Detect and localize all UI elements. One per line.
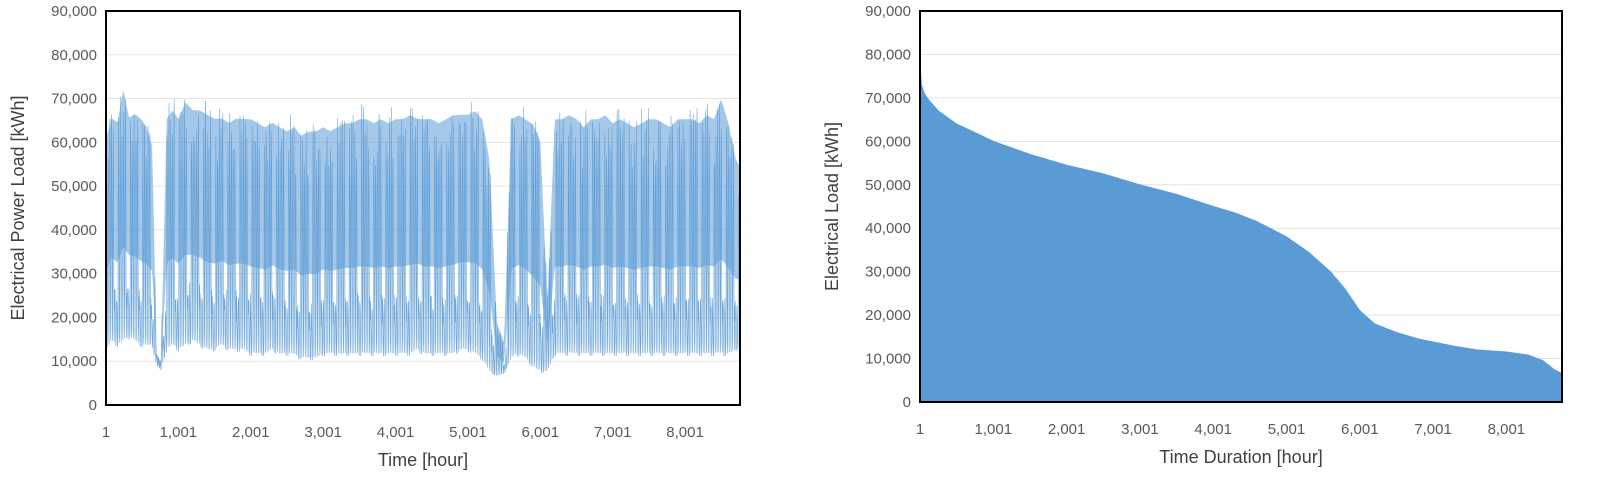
y-tick-label: 10,000 — [51, 353, 97, 370]
chart-load-duration: 0 10,000 20,000 30,000 40,000 50,000 60,000 70,… — [800, 0, 1606, 483]
x-tick-label: 6,001 — [522, 424, 560, 441]
x-tick-label: 4,001 — [377, 424, 415, 441]
y-tick-label: 90,000 — [51, 3, 97, 20]
y-tick-label: 80,000 — [865, 46, 911, 63]
y-tick-label: 50,000 — [865, 177, 911, 194]
y-tick-label: 20,000 — [51, 309, 97, 326]
y-tick-label: 10,000 — [865, 351, 911, 368]
y-tick-label: 90,000 — [865, 3, 911, 20]
chart-load-duration-svg: 0 10,000 20,000 30,000 40,000 50,000 60,000 70,… — [822, 3, 1563, 467]
y-tick-label: 60,000 — [51, 134, 97, 151]
x-axis-title: Time [hour] — [378, 450, 468, 470]
y-axis-title: Electrical Load [kWh] — [822, 122, 842, 291]
x-axis-title: Time Duration [hour] — [1159, 447, 1322, 467]
x-tick-label: 7,001 — [1414, 421, 1452, 438]
chart-time-series: 0 10,000 20,000 30,000 40,000 50,000 60,000 70,… — [0, 0, 760, 483]
load-series-line — [105, 96, 741, 376]
x-tick-label: 1,001 — [975, 421, 1013, 438]
x-tick-label: 3,001 — [1121, 421, 1159, 438]
load-series-group — [105, 90, 741, 376]
y-axis-title: Electrical Power Load [kWh] — [8, 95, 28, 320]
x-tick-label: 7,001 — [594, 424, 632, 441]
plot-frame — [105, 10, 741, 406]
chart-time-series-svg: 0 10,000 20,000 30,000 40,000 50,000 60,000 70,… — [8, 3, 741, 470]
plot-frame — [919, 10, 1563, 403]
y-tick-label: 0 — [903, 394, 911, 411]
x-tick-label: 5,001 — [1268, 421, 1306, 438]
y-tick-label: 40,000 — [51, 222, 97, 239]
y-tick-label: 40,000 — [865, 220, 911, 237]
y-tick-label: 20,000 — [865, 307, 911, 324]
y-tick-label: 80,000 — [51, 47, 97, 64]
x-tick-label: 1,001 — [160, 424, 198, 441]
y-tick-label: 0 — [89, 397, 97, 414]
y-tick-label: 70,000 — [865, 90, 911, 107]
x-tick-label: 6,001 — [1341, 421, 1379, 438]
y-tick-label: 30,000 — [865, 264, 911, 281]
x-tick-label: 2,001 — [1048, 421, 1086, 438]
y-tick-label: 50,000 — [51, 178, 97, 195]
x-tick-label: 5,001 — [449, 424, 487, 441]
x-tick-label: 1 — [102, 424, 110, 441]
x-tick-label: 8,001 — [1488, 421, 1526, 438]
x-tick-label: 4,001 — [1194, 421, 1232, 438]
x-tick-label: 2,001 — [232, 424, 270, 441]
y-tick-label: 30,000 — [51, 266, 97, 283]
y-tick-label: 70,000 — [51, 91, 97, 108]
y-tick-label: 60,000 — [865, 133, 911, 150]
load-duration-area — [919, 63, 1563, 403]
x-tick-label: 1 — [916, 421, 924, 438]
x-tick-label: 3,001 — [304, 424, 342, 441]
x-tick-label: 8,001 — [666, 424, 704, 441]
